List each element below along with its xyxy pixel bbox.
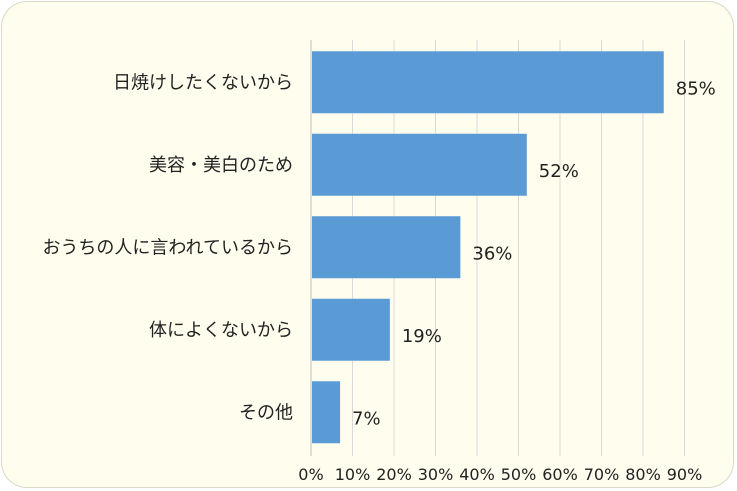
- data-label: 7%: [352, 408, 381, 429]
- data-label: 36%: [472, 243, 512, 264]
- x-tick-label: 40%: [459, 465, 495, 484]
- x-tick-label: 50%: [501, 465, 537, 484]
- x-tick-label: 70%: [584, 465, 620, 484]
- x-tick-label: 30%: [418, 465, 454, 484]
- x-tick-label: 60%: [542, 465, 578, 484]
- data-label: 52%: [539, 161, 579, 182]
- x-tick-label: 90%: [667, 465, 703, 484]
- data-label: 85%: [676, 78, 716, 99]
- x-tick-label: 20%: [376, 465, 412, 484]
- bar: [312, 133, 527, 196]
- category-label: 体によくないから: [149, 320, 293, 341]
- category-label: おうちの人に言われているから: [42, 237, 293, 258]
- bar: [312, 216, 461, 279]
- bar: [312, 381, 341, 444]
- x-tick-label: 10%: [335, 465, 371, 484]
- category-label: その他: [239, 402, 293, 423]
- x-tick-label: 80%: [625, 465, 661, 484]
- bar: [312, 51, 664, 114]
- bar: [312, 298, 390, 361]
- x-tick-label: 0%: [298, 465, 323, 484]
- category-label: 美容・美白のため: [149, 155, 293, 176]
- data-label: 19%: [402, 326, 442, 347]
- category-label: 日焼けしたくないから: [113, 72, 293, 93]
